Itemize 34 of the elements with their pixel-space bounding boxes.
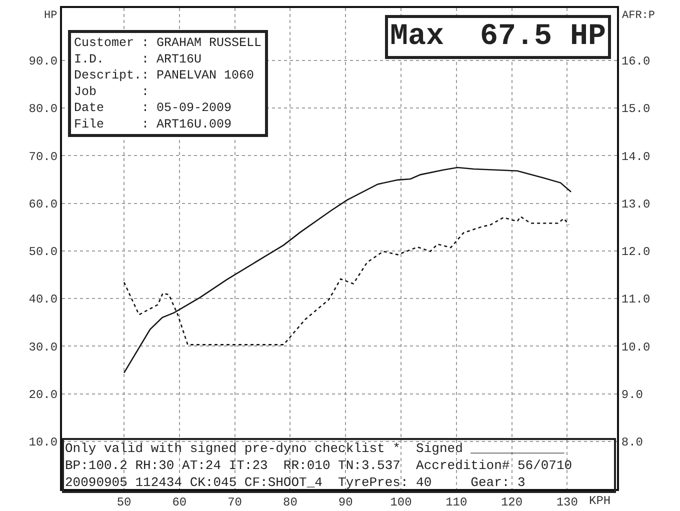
x-tick-label: 50 — [116, 495, 132, 510]
x-tick-label: 60 — [172, 495, 187, 510]
x-tick-label: 130 — [556, 495, 578, 510]
x-tick-label: 80 — [282, 495, 298, 510]
y2-tick-label: 14.0 — [621, 150, 650, 164]
x-tick-label: 120 — [500, 495, 523, 510]
y-tick-label: 70.0 — [28, 150, 58, 164]
y2-tick-label: 13.0 — [621, 197, 650, 212]
y2-axis-title: AFR:P — [622, 10, 656, 22]
y-tick-label: 20.0 — [28, 388, 58, 402]
y-tick-label: 90.0 — [28, 54, 58, 69]
y-tick-label: 10.0 — [28, 436, 58, 450]
y-tick-label: 30.0 — [28, 340, 58, 354]
y2-tick-label: 9.0 — [621, 388, 644, 402]
x-tick-label: 90 — [338, 495, 353, 510]
x-tick-label: 70 — [228, 495, 242, 510]
annotation: Only valid with signed pre-dyno checklist * Signed ____________ BP:100.2 RH:30 AT:24 IT:23 RR:010 TN:3.537 Accredition# 56/0710 20090905 112434 CK:045 CF:SHOOT_4 TyrePres: 40 Gear: 3 — [65, 441, 572, 490]
x-axis-title: KPH — [589, 494, 611, 508]
y-tick-label: 80.0 — [28, 102, 58, 116]
y2-tick-label: 16.0 — [621, 54, 650, 69]
annotation: Customer : GRAHAM RUSSELL I.D. : ART16U Descript.: PANELVAN 1060 Job : Date : 05-09-2009 File : ART16U.009 — [74, 36, 262, 132]
y-tick-label: 50.0 — [28, 245, 58, 260]
y2-tick-label: 11.0 — [621, 292, 650, 307]
x-tick-label: 110 — [446, 495, 468, 510]
y2-tick-label: 15.0 — [621, 102, 650, 116]
y2-tick-label: 8.0 — [621, 436, 644, 450]
y-axis-title: HP — [44, 10, 58, 22]
y2-tick-label: 12.0 — [621, 245, 650, 260]
x-tick-label: 100 — [390, 495, 412, 510]
annotation: Max 67.5 HP — [390, 20, 606, 54]
line-series — [123, 166, 572, 374]
y-tick-label: 60.0 — [28, 197, 58, 212]
y-tick-label: 40.0 — [28, 292, 58, 307]
y2-tick-label: 10.0 — [621, 340, 650, 354]
